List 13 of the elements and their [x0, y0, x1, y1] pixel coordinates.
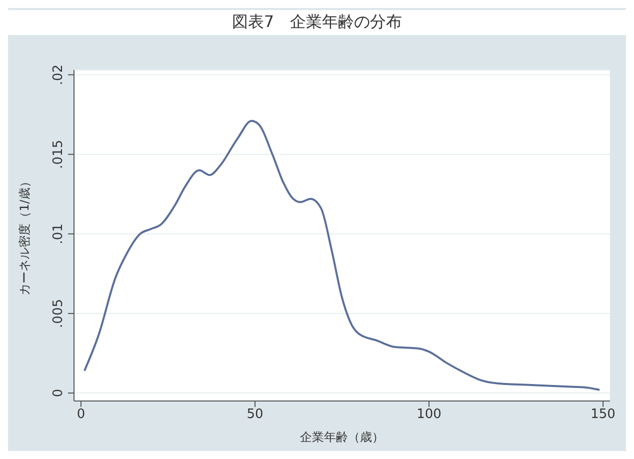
x-axis-title: 企業年齢（歳） — [300, 430, 384, 444]
x-tick-label: 150 — [590, 407, 616, 422]
y-tick-label: .02 — [51, 64, 66, 86]
y-tick-label: .005 — [51, 299, 66, 328]
y-axis-title: カーネル密度（1/歳） — [17, 176, 32, 296]
y-tick-label: .015 — [51, 140, 66, 169]
line-series — [83, 120, 601, 391]
x-tick-label: 0 — [76, 407, 86, 422]
chart-title: 図表7 企業年齢の分布 — [8, 10, 626, 35]
y-tick-label: 0 — [51, 388, 66, 398]
x-tick-label: 100 — [416, 407, 442, 422]
x-tick-label: 50 — [246, 407, 264, 422]
y-tick-label: .01 — [51, 224, 66, 244]
